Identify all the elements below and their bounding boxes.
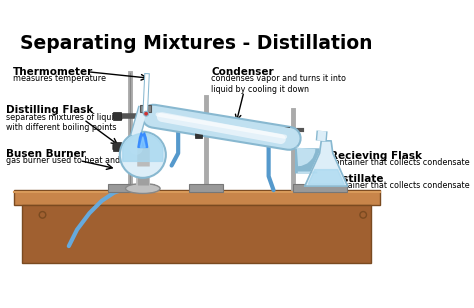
Bar	[139, 105, 151, 112]
Text: measures temperature: measures temperature	[13, 74, 106, 83]
Polygon shape	[308, 170, 344, 184]
Bar	[195, 131, 202, 138]
Text: separates mixtures of liquids
with different boiling points: separates mixtures of liquids with diffe…	[6, 113, 122, 132]
Circle shape	[39, 212, 46, 218]
Text: Distilling Flask: Distilling Flask	[6, 105, 93, 116]
Text: gas burner used to heat and sterilse: gas burner used to heat and sterilse	[6, 156, 151, 165]
Bar	[189, 184, 223, 192]
Bar	[108, 184, 154, 192]
Bar	[138, 112, 146, 120]
Bar	[14, 190, 380, 205]
Circle shape	[130, 142, 143, 155]
Text: container that collects condensate: container that collects condensate	[330, 158, 470, 167]
Circle shape	[360, 212, 366, 218]
Text: Condenser: Condenser	[211, 67, 273, 77]
Circle shape	[120, 132, 166, 178]
Polygon shape	[138, 133, 148, 148]
Text: container that collects condensate: container that collects condensate	[330, 181, 470, 190]
Bar	[22, 205, 372, 262]
Text: Thermometer: Thermometer	[13, 67, 93, 77]
Polygon shape	[305, 141, 347, 186]
Bar	[293, 184, 347, 192]
Circle shape	[144, 111, 148, 116]
Ellipse shape	[136, 163, 149, 168]
Bar	[283, 127, 289, 133]
Bar	[113, 143, 121, 151]
Text: Distillate: Distillate	[330, 174, 384, 184]
Bar	[138, 143, 146, 151]
Ellipse shape	[126, 184, 160, 193]
Text: Separating Mixtures - Distillation: Separating Mixtures - Distillation	[20, 34, 373, 53]
Polygon shape	[123, 133, 163, 161]
Bar	[113, 112, 121, 120]
Polygon shape	[140, 137, 146, 148]
Text: Recieving Flask: Recieving Flask	[330, 151, 422, 161]
Text: Busen Burner: Busen Burner	[6, 149, 85, 159]
Text: condenses vapor and turns it into
liquid by cooling it down: condenses vapor and turns it into liquid…	[211, 74, 346, 94]
